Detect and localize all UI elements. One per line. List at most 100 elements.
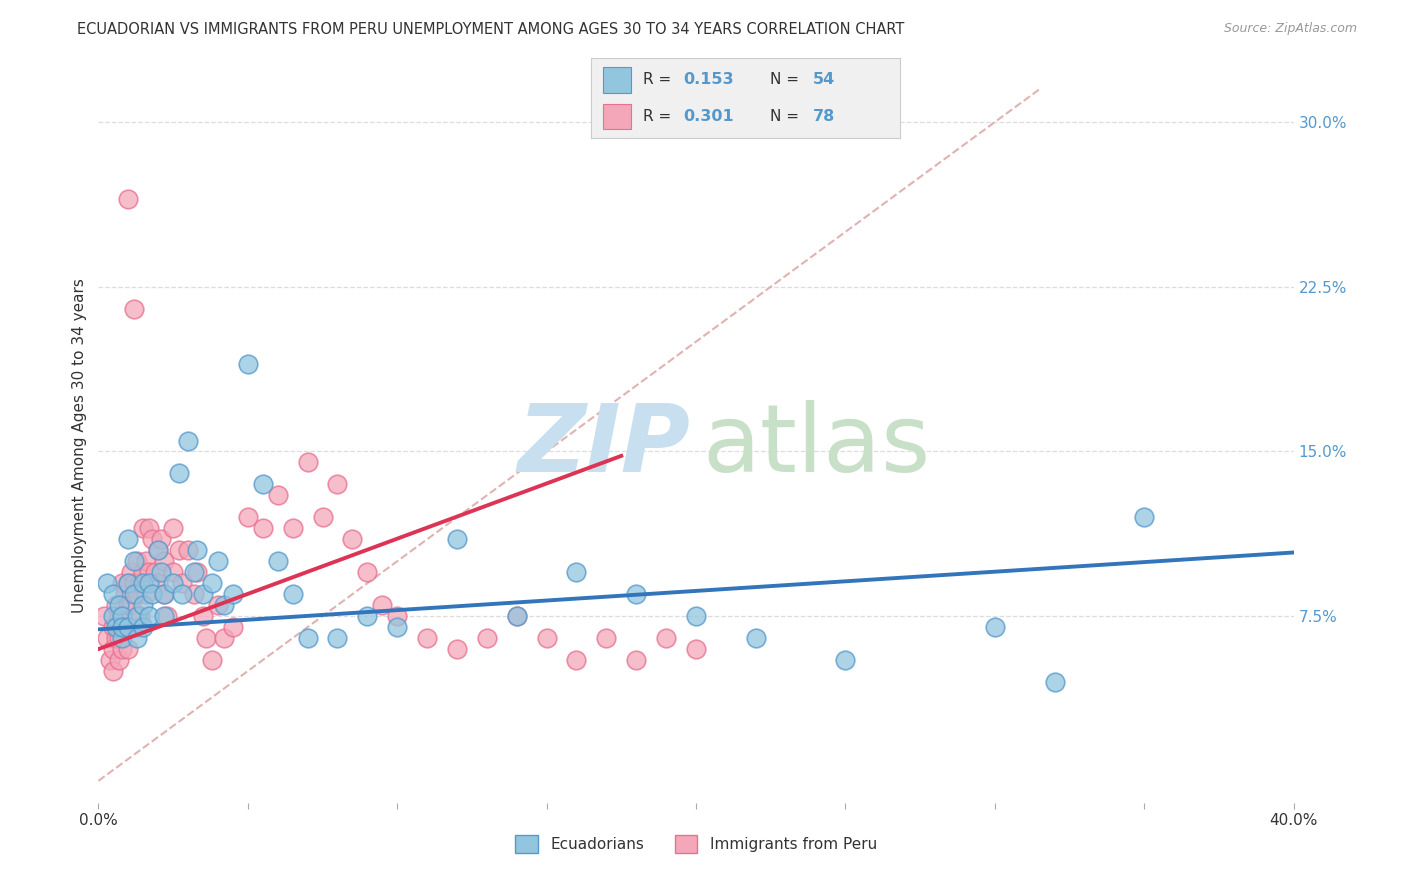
Text: 0.153: 0.153 — [683, 72, 734, 87]
Point — [117, 598, 139, 612]
Point — [212, 598, 235, 612]
Point — [117, 620, 139, 634]
Point — [117, 620, 139, 634]
Point — [129, 609, 152, 624]
Point — [297, 455, 319, 469]
Point — [626, 587, 648, 601]
Point — [148, 543, 170, 558]
Point — [475, 631, 498, 645]
Point — [162, 521, 184, 535]
Point — [626, 653, 648, 667]
Point — [167, 467, 190, 481]
Point — [416, 631, 439, 645]
Point — [111, 620, 134, 634]
Point — [124, 554, 146, 568]
Point — [162, 566, 184, 580]
Point — [326, 477, 349, 491]
Text: N =: N = — [770, 109, 804, 124]
Point — [129, 576, 152, 591]
Point — [135, 587, 157, 601]
Point — [446, 642, 468, 657]
Point — [252, 477, 274, 491]
Point — [108, 653, 131, 667]
Point — [1043, 675, 1066, 690]
Point — [183, 587, 205, 601]
Point — [222, 587, 245, 601]
Point — [565, 653, 588, 667]
Point — [212, 631, 235, 645]
Point — [105, 631, 128, 645]
Point — [105, 620, 128, 634]
Point — [371, 598, 394, 612]
Point — [98, 653, 122, 667]
Point — [96, 631, 118, 645]
Text: 78: 78 — [813, 109, 835, 124]
Point — [111, 642, 134, 657]
Point — [446, 533, 468, 547]
Point — [103, 620, 125, 634]
Text: Source: ZipAtlas.com: Source: ZipAtlas.com — [1223, 22, 1357, 36]
Point — [114, 620, 136, 634]
Point — [150, 566, 173, 580]
Point — [103, 664, 125, 678]
Point — [127, 631, 149, 645]
Point — [326, 631, 349, 645]
Text: 0.301: 0.301 — [683, 109, 734, 124]
Point — [252, 521, 274, 535]
Point — [595, 631, 617, 645]
Point — [236, 510, 259, 524]
Point — [127, 620, 149, 634]
Text: R =: R = — [643, 72, 676, 87]
Point — [153, 554, 176, 568]
Point — [153, 609, 176, 624]
Point — [127, 587, 149, 601]
Point — [222, 620, 245, 634]
Text: 54: 54 — [813, 72, 835, 87]
Point — [108, 598, 131, 612]
Point — [124, 301, 146, 316]
Point — [153, 587, 176, 601]
Point — [186, 543, 208, 558]
Text: R =: R = — [643, 109, 676, 124]
Point — [183, 566, 205, 580]
Text: atlas: atlas — [702, 400, 931, 492]
Point — [138, 576, 160, 591]
Text: ECUADORIAN VS IMMIGRANTS FROM PERU UNEMPLOYMENT AMONG AGES 30 TO 34 YEARS CORREL: ECUADORIAN VS IMMIGRANTS FROM PERU UNEMP… — [77, 22, 904, 37]
Point — [132, 521, 155, 535]
Point — [506, 609, 529, 624]
Point — [177, 434, 200, 448]
Point — [177, 543, 200, 558]
Point — [536, 631, 558, 645]
Y-axis label: Unemployment Among Ages 30 to 34 years: Unemployment Among Ages 30 to 34 years — [72, 278, 87, 614]
Point — [96, 576, 118, 591]
Point — [103, 587, 125, 601]
Point — [385, 620, 409, 634]
Point — [191, 609, 214, 624]
Point — [141, 587, 163, 601]
Point — [138, 521, 160, 535]
Legend: Ecuadorians, Immigrants from Peru: Ecuadorians, Immigrants from Peru — [509, 829, 883, 859]
Point — [117, 642, 139, 657]
Point — [127, 554, 149, 568]
Point — [103, 642, 125, 657]
Point — [156, 609, 179, 624]
Point — [143, 566, 166, 580]
Point — [120, 566, 142, 580]
Point — [385, 609, 409, 624]
FancyBboxPatch shape — [603, 103, 631, 129]
Point — [111, 609, 134, 624]
Point — [148, 543, 170, 558]
Point — [201, 576, 224, 591]
Point — [655, 631, 678, 645]
Point — [281, 521, 304, 535]
Point — [236, 357, 259, 371]
Point — [297, 631, 319, 645]
Point — [132, 576, 155, 591]
Point — [267, 488, 290, 502]
Point — [127, 609, 149, 624]
Point — [150, 533, 173, 547]
Point — [132, 620, 155, 634]
Point — [117, 576, 139, 591]
Point — [195, 631, 218, 645]
Point — [114, 587, 136, 601]
